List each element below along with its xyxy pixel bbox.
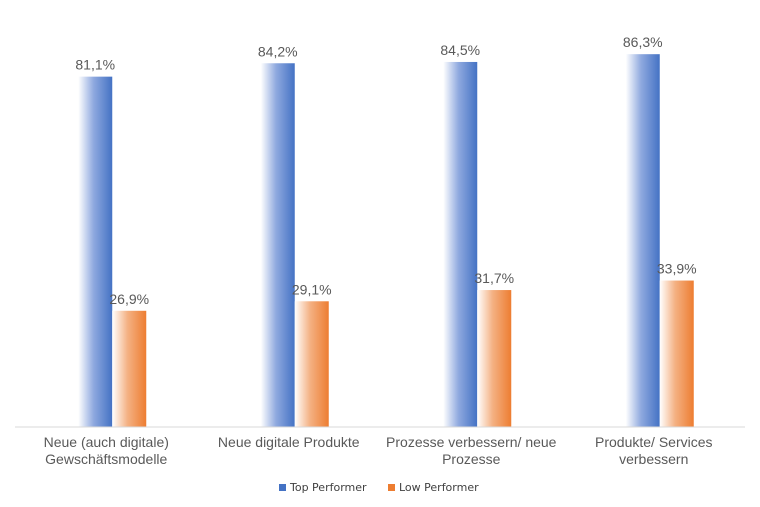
category-label-3-line-1: Prozesse verbessern/ neue bbox=[386, 434, 557, 450]
data-label-top-performer-3: 84,5% bbox=[440, 42, 480, 58]
category-label-1-line-1: Neue (auch digitale) bbox=[44, 434, 169, 450]
data-label-top-performer-4: 86,3% bbox=[623, 34, 663, 50]
category-labels-group: Neue (auch digitale) GewschäftsmodelleNeu… bbox=[44, 434, 713, 467]
category-label-1: Neue (auch digitale) Gewschäftsmodelle bbox=[44, 434, 169, 467]
legend-label-top-performer: Top Performer bbox=[289, 481, 367, 494]
category-label-4-line-1: Produkte/ Services bbox=[595, 434, 713, 450]
category-label-2-line-1: Neue digitale Produkte bbox=[218, 434, 360, 450]
category-label-4: Produkte/ Services verbessern bbox=[595, 434, 713, 467]
data-label-low-performer-4: 33,9% bbox=[657, 261, 697, 277]
data-label-low-performer-2: 29,1% bbox=[292, 281, 332, 297]
bar-top-performer-3 bbox=[443, 61, 478, 428]
bar-top-performer-4 bbox=[625, 54, 660, 428]
bar-top-performer-2 bbox=[260, 63, 295, 427]
bar-low-performer-3 bbox=[477, 290, 512, 427]
category-label-2: Neue digitale Produkte bbox=[218, 434, 360, 450]
category-label-1-line-2: Gewschäftsmodelle bbox=[45, 451, 167, 467]
legend-label-low-performer: Low Performer bbox=[399, 481, 479, 494]
legend-swatch-low-performer bbox=[388, 484, 395, 491]
data-label-low-performer-1: 26,9% bbox=[109, 291, 149, 307]
legend-swatch-top-performer bbox=[279, 484, 286, 491]
bar-low-performer-2 bbox=[294, 301, 329, 427]
value-labels-group: 81,1% 26,9% 84,2% 29,1% 84,5% 31,7% 86,3% 33,9% bbox=[75, 34, 696, 307]
category-label-3-line-2: Prozesse bbox=[442, 451, 501, 467]
data-label-low-performer-3: 31,7% bbox=[474, 270, 514, 286]
bar-low-performer-4 bbox=[659, 280, 694, 427]
category-label-3: Prozesse verbessern/ neue Prozesse bbox=[386, 434, 557, 467]
bar-low-performer-1 bbox=[112, 310, 147, 427]
data-label-top-performer-2: 84,2% bbox=[258, 43, 298, 59]
category-label-4-line-2: verbessern bbox=[619, 451, 688, 467]
bars-group bbox=[78, 54, 694, 428]
legend: Top Performer Low Performer bbox=[279, 481, 479, 494]
data-label-top-performer-1: 81,1% bbox=[75, 57, 115, 73]
bar-top-performer-1 bbox=[78, 76, 113, 427]
